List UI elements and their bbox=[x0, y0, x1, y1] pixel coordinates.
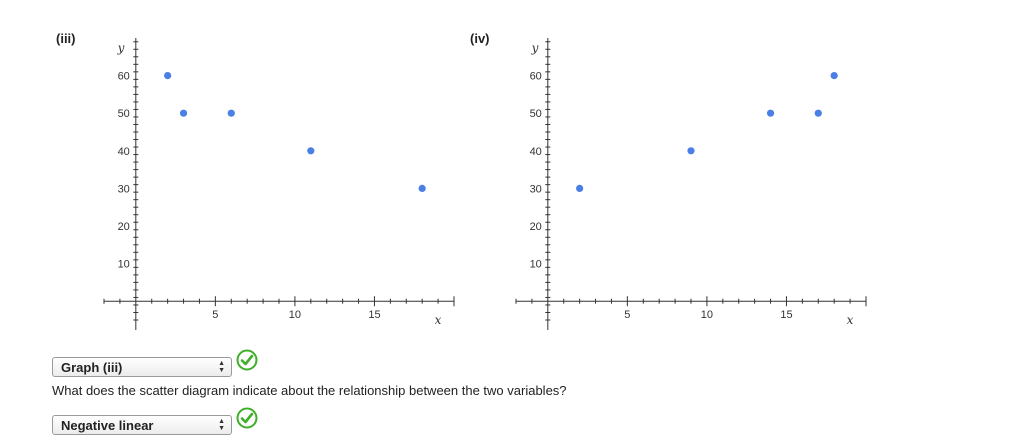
y-tick-label: 40 bbox=[118, 146, 130, 158]
panel-label: (iv) bbox=[470, 31, 490, 46]
data-point bbox=[179, 109, 188, 117]
graph-select[interactable]: Graph (iii) ▲ ▼ bbox=[52, 357, 232, 377]
y-tick-label: 30 bbox=[118, 183, 130, 195]
select-arrows-icon: ▲ ▼ bbox=[218, 418, 225, 432]
data-point bbox=[576, 184, 584, 192]
y-tick-label: 60 bbox=[118, 71, 130, 83]
x-tick-label: 15 bbox=[780, 309, 792, 321]
data-point bbox=[227, 109, 235, 117]
checkmark-icon bbox=[236, 407, 258, 429]
checkmark-icon bbox=[236, 349, 258, 371]
x-tick-label: 5 bbox=[212, 309, 218, 321]
y-tick-label: 20 bbox=[118, 221, 130, 233]
data-point bbox=[814, 109, 822, 117]
y-axis-label: y bbox=[117, 41, 125, 55]
x-tick-label: 5 bbox=[624, 309, 630, 321]
data-point bbox=[164, 72, 172, 80]
x-tick-label: 15 bbox=[368, 309, 380, 321]
scatter-plots: 5 10 15 10 20 30 40 50 60 x y (iii) 5 10 15 10 20 30 40 50 6… bbox=[56, 31, 867, 330]
select-arrows-icon: ▲ ▼ bbox=[218, 360, 225, 374]
panel-label: (iii) bbox=[56, 31, 76, 46]
y-axis-label: y bbox=[531, 41, 539, 55]
relationship-select[interactable]: Negative linear ▲ ▼ bbox=[52, 415, 232, 435]
x-axis-label: x bbox=[847, 313, 854, 327]
data-point bbox=[830, 72, 838, 80]
data-point bbox=[307, 147, 315, 155]
y-tick-label: 20 bbox=[530, 221, 542, 233]
relationship-select-value: Negative linear bbox=[61, 418, 154, 433]
data-point bbox=[766, 109, 775, 117]
question-text: What does the scatter diagram indicate a… bbox=[52, 383, 567, 398]
x-tick-label: 10 bbox=[289, 309, 301, 321]
x-tick-label: 10 bbox=[701, 309, 713, 321]
y-tick-label: 50 bbox=[530, 108, 542, 120]
scatter-panel: 5 10 15 10 20 30 40 50 60 x y (iii) bbox=[56, 31, 455, 330]
x-axis-label: x bbox=[435, 313, 442, 327]
y-tick-label: 50 bbox=[118, 108, 130, 120]
y-tick-label: 60 bbox=[530, 71, 542, 83]
scatter-panel: 5 10 15 10 20 30 40 50 60 x y (iv) bbox=[470, 31, 867, 330]
y-tick-label: 10 bbox=[530, 259, 542, 271]
data-point bbox=[687, 147, 695, 155]
graph-select-value: Graph (iii) bbox=[61, 360, 123, 375]
y-tick-label: 10 bbox=[118, 259, 130, 271]
data-point bbox=[418, 184, 426, 192]
y-tick-label: 40 bbox=[530, 146, 542, 158]
y-tick-label: 30 bbox=[530, 183, 542, 195]
